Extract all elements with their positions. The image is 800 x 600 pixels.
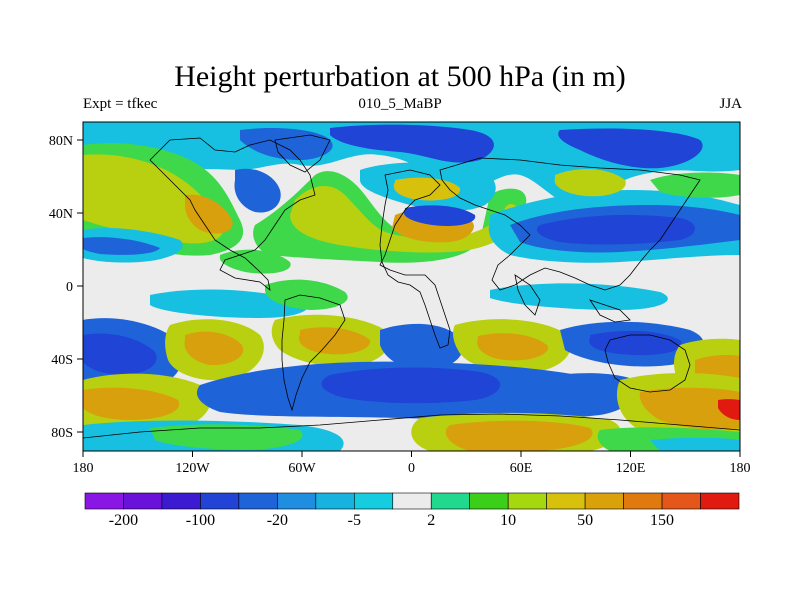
coast-antarctica bbox=[83, 413, 740, 439]
run-label: 010_5_MaBP bbox=[358, 96, 442, 112]
y-tick-label: 80N bbox=[49, 134, 73, 149]
colorbar-swatch bbox=[200, 492, 240, 510]
colorbar-swatch bbox=[353, 492, 394, 510]
colorbar-swatch bbox=[315, 492, 355, 510]
coast-south-america bbox=[281, 294, 346, 412]
colorbar-label: -100 bbox=[186, 512, 215, 529]
coastlines bbox=[83, 134, 740, 439]
coast-asia bbox=[439, 157, 701, 291]
contour-s-blue-mid bbox=[380, 323, 464, 371]
coast-europe-africa bbox=[379, 169, 451, 349]
x-tick-label: 180 bbox=[730, 461, 751, 476]
colorbar-swatch bbox=[507, 492, 547, 510]
colorbar-swatch bbox=[700, 492, 740, 510]
colorbar-label: 50 bbox=[577, 512, 593, 529]
contour-north-blue3 bbox=[558, 128, 703, 169]
colorbar-swatch bbox=[661, 492, 701, 510]
y-tick-label: 40N bbox=[49, 207, 73, 222]
colorbar-swatch bbox=[430, 492, 471, 510]
coast-australia bbox=[604, 334, 691, 393]
colorbar-label: -200 bbox=[109, 512, 138, 529]
contour-sp-blue-far bbox=[540, 373, 643, 405]
contour-na-yellow bbox=[83, 154, 223, 244]
colorbar-swatch bbox=[84, 492, 124, 510]
map-title: Height perturbation at 500 hPa (in m) bbox=[174, 60, 626, 93]
coast-se-asia bbox=[589, 299, 631, 323]
colorbar-swatch bbox=[277, 492, 317, 510]
y-axis-labels: 80N 40N 0 40S 80S bbox=[49, 134, 73, 441]
coast-india bbox=[514, 274, 541, 316]
axis-ticks bbox=[77, 139, 741, 457]
colorbar-label: 150 bbox=[650, 512, 674, 529]
colorbar-swatch bbox=[123, 492, 163, 510]
colorbar-swatch bbox=[469, 492, 509, 510]
colorbar-label: -20 bbox=[267, 512, 288, 529]
contour-ant-cyan-right bbox=[650, 437, 740, 451]
colorbar-label: -5 bbox=[348, 512, 361, 529]
contour-field bbox=[83, 122, 740, 451]
contour-wpac-blue bbox=[83, 237, 160, 255]
contour-asia-deepblue bbox=[536, 214, 695, 245]
y-tick-label: 80S bbox=[51, 426, 73, 441]
contour-sp-red-east bbox=[718, 399, 740, 420]
x-tick-label: 60E bbox=[510, 461, 533, 476]
x-tick-label: 0 bbox=[408, 461, 415, 476]
contour-sp-deepblue bbox=[321, 367, 501, 404]
contour-north-blue2 bbox=[330, 124, 494, 163]
season-label: JJA bbox=[719, 96, 742, 112]
x-tick-label: 120W bbox=[175, 461, 210, 476]
contour-sp-orange-east bbox=[639, 387, 740, 430]
contour-s-orange-1 bbox=[184, 331, 244, 366]
contour-na-blue bbox=[234, 168, 281, 213]
contour-npac-green bbox=[650, 172, 740, 198]
colorbar-label: 2 bbox=[427, 512, 435, 529]
x-tick-label: 180 bbox=[73, 461, 94, 476]
x-tick-label: 120E bbox=[616, 461, 646, 476]
contour-north-blue bbox=[240, 128, 333, 160]
colorbar-swatch bbox=[238, 492, 278, 510]
colorbar bbox=[84, 492, 740, 510]
y-tick-label: 40S bbox=[51, 353, 73, 368]
contour-sp-orange-west bbox=[83, 387, 180, 420]
coast-greenland bbox=[274, 134, 331, 173]
colorbar-labels: -200 -100 -20 -5 2 10 50 150 bbox=[109, 512, 674, 529]
contour-ant-green bbox=[150, 424, 303, 450]
contour-na-orange bbox=[185, 194, 233, 234]
contour-sib-blue bbox=[403, 205, 476, 226]
contour-sib-yellow bbox=[393, 177, 461, 201]
colorbar-swatch bbox=[392, 492, 432, 510]
contour-npac-yellow bbox=[554, 168, 626, 197]
contour-trop-cyan2 bbox=[490, 283, 668, 310]
contour-s-orange-3 bbox=[477, 333, 549, 361]
contour-ant-orange-main bbox=[445, 420, 593, 451]
contour-trop-green bbox=[265, 279, 348, 310]
colorbar-swatch bbox=[584, 492, 624, 510]
colorbar-swatch bbox=[623, 492, 663, 510]
x-axis-labels: 180 120W 60W 0 60E 120E 180 bbox=[73, 461, 751, 476]
y-tick-label: 0 bbox=[66, 280, 73, 295]
colorbar-swatch bbox=[161, 492, 201, 510]
x-tick-label: 60W bbox=[288, 461, 316, 476]
experiment-label: Expt = tfkec bbox=[83, 96, 158, 112]
colorbar-label: 10 bbox=[500, 512, 516, 529]
coast-north-america bbox=[149, 137, 316, 291]
contour-s-orange-2 bbox=[298, 327, 371, 355]
contour-s-deepblue-west bbox=[83, 333, 157, 375]
colorbar-swatch bbox=[546, 492, 586, 510]
